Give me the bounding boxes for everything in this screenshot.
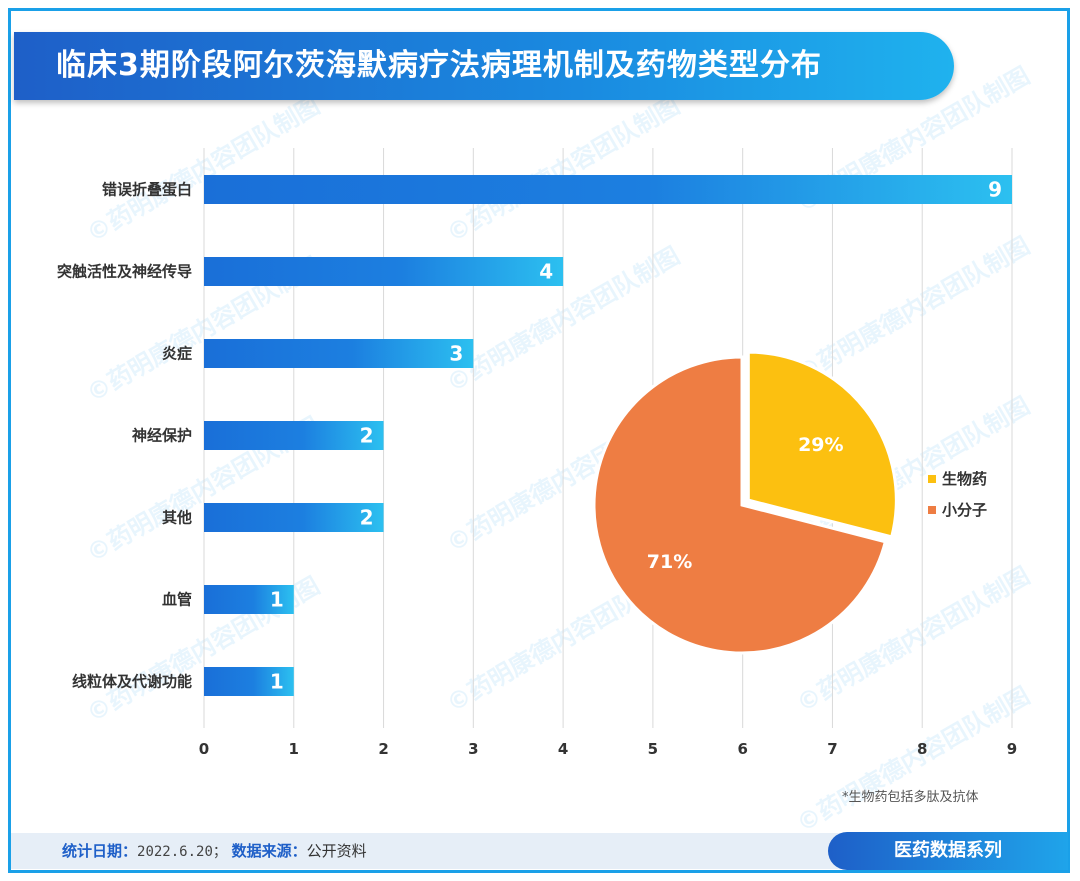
category-label: 血管 (162, 591, 192, 609)
footer-info: 统计日期：2022.6.20； 数据来源：公开资料 (62, 840, 367, 863)
title-banner (14, 32, 954, 100)
bar-value-label: 2 (360, 506, 374, 530)
series-label: 医药数据系列 (894, 840, 1002, 861)
source-value: 公开资料 (306, 842, 367, 860)
footnote: *生物药包括多肽及抗体 (842, 790, 979, 805)
pie-slice (592, 355, 888, 655)
bar-value-label: 3 (449, 342, 463, 366)
legend-swatch (928, 475, 936, 483)
x-tick-label: 3 (468, 740, 478, 758)
x-tick-label: 9 (1007, 740, 1017, 758)
x-tick-label: 2 (378, 740, 388, 758)
bar (204, 585, 294, 614)
bar-series: 错误折叠蛋白 9 突触活性及神经传导 4 炎症 3 神经保护 2 其他 2 血管 1 线粒体及代谢功能 1 (57, 175, 1012, 696)
bar (204, 339, 474, 368)
x-tick-label: 4 (558, 740, 568, 758)
source-label: 数据来源： (231, 842, 307, 860)
x-tick-label: 0 (199, 740, 209, 758)
category-label: 错误折叠蛋白 (102, 181, 192, 199)
legend-label: 小分子 (942, 501, 987, 519)
category-label: 炎症 (162, 345, 192, 363)
bar-value-label: 9 (988, 178, 1002, 202)
bar (204, 667, 294, 696)
bar (204, 421, 384, 450)
date-value: 2022.6.20； (137, 844, 227, 860)
category-label: 突触活性及神经传导 (57, 263, 192, 281)
series-banner (828, 832, 1068, 870)
bar (204, 503, 384, 532)
category-label: 其他 (162, 509, 192, 527)
legend-label: 生物药 (942, 470, 987, 488)
x-tick-label: 5 (648, 740, 658, 758)
category-label: 神经保护 (132, 427, 192, 445)
bar-value-label: 4 (539, 260, 553, 284)
bar-value-label: 1 (270, 670, 284, 694)
pie-data-label: 71% (647, 551, 692, 573)
category-label: 线粒体及代谢功能 (72, 673, 192, 691)
legend-swatch (928, 506, 936, 514)
x-tick-label: 7 (827, 740, 837, 758)
bar (204, 175, 1012, 204)
date-label: 统计日期： (62, 842, 138, 860)
bar (204, 257, 564, 286)
x-tick-label: 1 (289, 740, 299, 758)
pie-data-label: 29% (798, 434, 843, 456)
bar-value-label: 1 (270, 588, 284, 612)
chart-title: 临床3期阶段阿尔茨海默病疗法病理机制及药物类型分布 (56, 48, 822, 83)
x-tick-label: 8 (917, 740, 927, 758)
x-tick-label: 6 (737, 740, 747, 758)
bar-value-label: 2 (360, 424, 374, 448)
chart-frame (8, 8, 1070, 873)
pie-slice (746, 350, 898, 539)
